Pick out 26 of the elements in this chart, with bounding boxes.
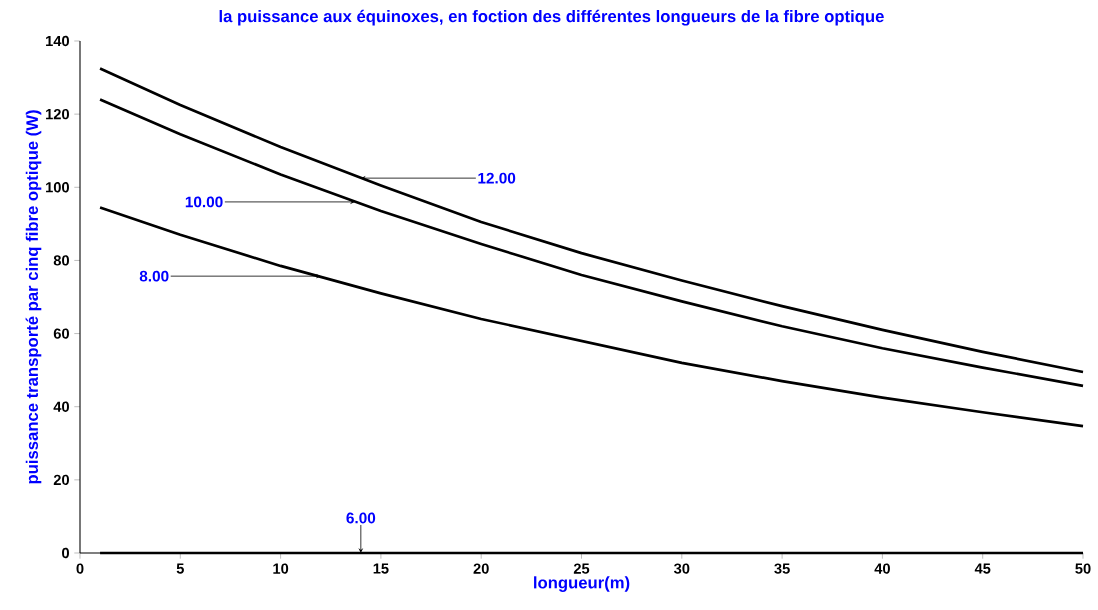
annotation: 12.00: [478, 172, 516, 184]
x-tick-label: 35: [774, 563, 790, 574]
annotation: 10.00: [185, 196, 223, 208]
y-tick-label: 140: [46, 35, 69, 47]
annotation: 8.00: [139, 270, 169, 282]
y-tick-label: 0: [62, 547, 69, 559]
x-tick-label: 30: [673, 563, 690, 574]
x-tick-label: 40: [874, 563, 890, 574]
x-tick-label: 0: [76, 563, 84, 574]
x-tick-label: 25: [573, 563, 590, 574]
y-tick-label: 80: [53, 255, 69, 266]
y-tick-label: 40: [53, 401, 69, 412]
chart-title: la puissance aux équinoxes, en foction des différentes longueurs de la fibre optique: [219, 9, 884, 26]
x-axis-title: longueur(m): [534, 576, 630, 592]
x-tick-label: 50: [1075, 563, 1091, 574]
x-tick-label: 15: [373, 563, 389, 574]
x-tick-label: 10: [273, 563, 289, 574]
x-tick-label: 45: [974, 563, 991, 574]
y-tick-label: 120: [46, 108, 69, 120]
x-tick-label: 20: [473, 563, 489, 574]
y-axis-title: puissance transporté par cinq fibre optique (W): [25, 110, 42, 484]
annotation: 6.00: [346, 512, 376, 524]
y-tick-label: 20: [53, 474, 69, 486]
y-tick-label: 100: [46, 182, 69, 193]
y-tick-label: 60: [53, 328, 69, 339]
x-tick-label: 5: [176, 563, 184, 574]
